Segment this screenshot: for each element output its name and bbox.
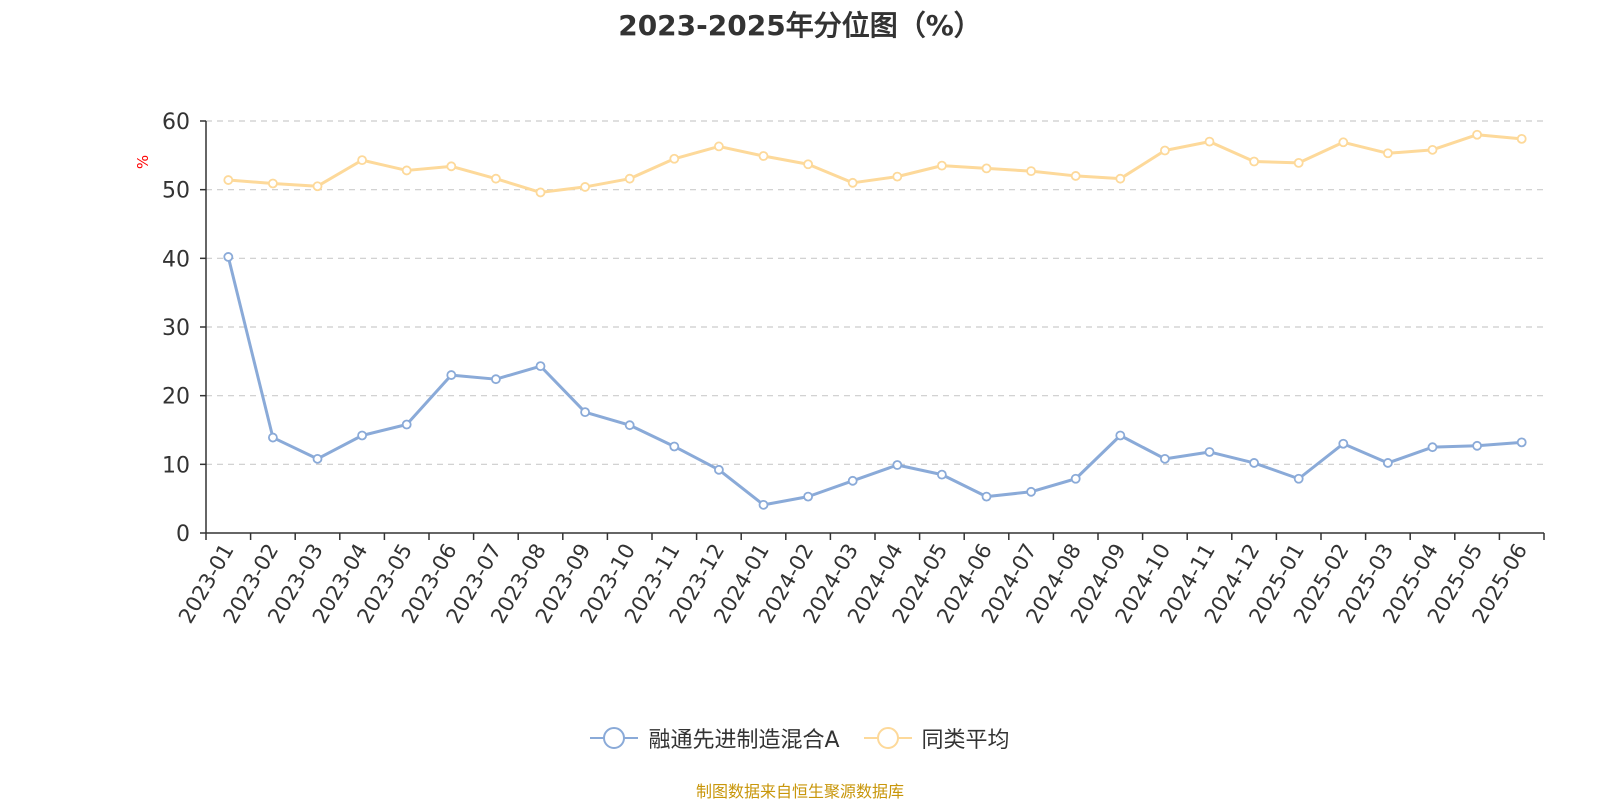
data-point-series-1 (981, 491, 992, 502)
y-tick-label: 30 (162, 316, 190, 341)
data-point-series-1 (803, 491, 813, 502)
data-point-series-1 (1070, 473, 1081, 484)
data-point-series-1 (1026, 486, 1036, 497)
data-point-series-1 (1249, 458, 1259, 468)
data-point-series-2 (714, 141, 724, 152)
data-source-note: 制图数据来自恒生聚源数据库 (695, 782, 904, 801)
data-point-series-1 (1204, 447, 1215, 457)
data-point-series-1 (357, 430, 368, 441)
data-point-series-1 (937, 469, 947, 480)
data-point-series-2 (758, 151, 769, 161)
y-tick-label: 60 (162, 110, 190, 135)
data-point-series-1 (490, 374, 501, 385)
data-point-series-1 (1293, 473, 1304, 484)
data-point-series-2 (937, 160, 947, 171)
legend-label-series-2: 同类平均 (921, 728, 1010, 753)
data-point-series-1 (401, 419, 412, 430)
data-point-series-2 (267, 178, 278, 189)
data-point-series-1 (624, 420, 635, 431)
data-point-series-1 (892, 460, 903, 470)
data-point-series-2 (312, 181, 323, 192)
data-point-series-1 (847, 475, 858, 486)
data-point-series-2 (1160, 145, 1170, 156)
data-point-series-2 (401, 165, 412, 176)
data-point-series-1 (714, 464, 724, 475)
data-point-series-2 (580, 182, 590, 192)
data-point-series-1 (312, 453, 323, 464)
chart-title: 2023-2025年分位图（%） (618, 9, 982, 42)
data-point-series-2 (1383, 148, 1393, 159)
data-point-series-1 (446, 370, 457, 380)
line-chart: 0102030405060%2023-012023-022023-032023-… (134, 110, 1545, 627)
data-point-series-2 (1516, 133, 1527, 144)
data-point-series-2 (1249, 156, 1259, 167)
data-point-series-2 (223, 175, 234, 185)
data-point-series-2 (1115, 173, 1126, 184)
legend: 融通先进制造混合A 同类平均 (0, 722, 1600, 754)
data-point-series-1 (1472, 440, 1482, 451)
y-tick-label: 0 (176, 522, 190, 547)
y-tick-label: 40 (162, 247, 190, 272)
series-line-1 (226, 256, 1522, 507)
data-point-series-1 (535, 361, 546, 372)
data-point-series-1 (1383, 458, 1393, 468)
data-point-series-1 (1115, 430, 1126, 441)
data-point-series-2 (490, 173, 501, 184)
data-point-series-1 (1516, 437, 1527, 448)
data-point-series-1 (1160, 453, 1170, 464)
legend-item-series-2[interactable]: 同类平均 (863, 722, 1010, 754)
data-point-series-2 (669, 153, 680, 164)
data-point-series-2 (624, 173, 635, 184)
data-point-series-2 (1293, 157, 1304, 168)
data-point-series-1 (223, 252, 234, 262)
legend-marker-series-2 (863, 727, 912, 749)
y-tick-label: 50 (162, 179, 190, 204)
data-point-series-2 (1338, 137, 1349, 148)
data-point-series-1 (1338, 438, 1349, 449)
data-point-series-2 (1026, 166, 1036, 177)
data-point-series-2 (1204, 136, 1215, 147)
data-point-series-2 (357, 155, 368, 166)
legend-marker-series-1 (590, 727, 639, 749)
data-point-series-1 (580, 407, 590, 418)
legend-label-series-1: 融通先进制造混合A (648, 728, 840, 753)
y-axis-label: % (134, 155, 152, 169)
data-point-series-2 (446, 161, 457, 172)
data-point-series-2 (535, 187, 546, 198)
data-point-series-2 (892, 171, 903, 182)
data-point-series-2 (803, 159, 813, 170)
legend-item-series-1[interactable]: 融通先进制造混合A (590, 722, 840, 754)
data-point-series-2 (847, 177, 858, 188)
data-point-series-1 (1427, 442, 1438, 453)
y-tick-label: 10 (162, 453, 190, 478)
data-point-series-2 (1472, 129, 1482, 140)
series-line-2 (228, 133, 1522, 194)
data-point-series-1 (669, 441, 680, 452)
y-tick-label: 20 (162, 385, 190, 410)
data-point-series-1 (267, 432, 278, 443)
data-point-series-2 (1070, 171, 1081, 181)
data-point-series-1 (758, 499, 769, 510)
data-point-series-2 (981, 163, 992, 174)
data-point-series-2 (1427, 144, 1438, 155)
